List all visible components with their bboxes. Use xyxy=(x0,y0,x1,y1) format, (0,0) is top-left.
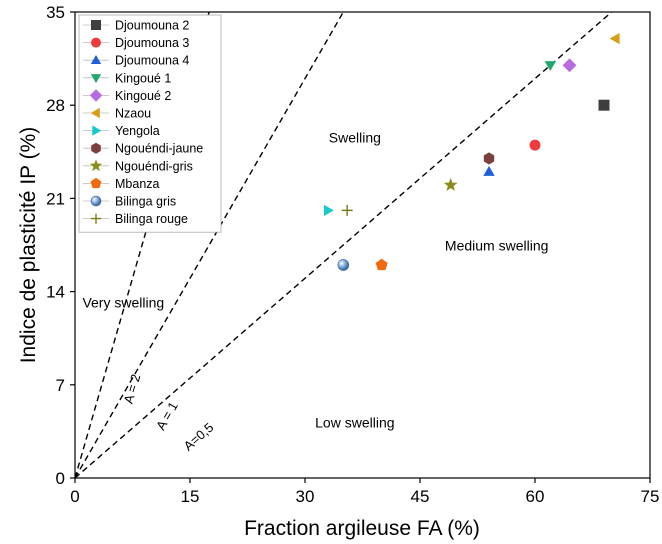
legend-label: Djoumouna 4 xyxy=(115,54,189,68)
legend-marker xyxy=(91,20,101,30)
y-tick-label: 28 xyxy=(46,96,65,115)
region-label: Low swelling xyxy=(315,414,394,430)
data-point xyxy=(483,166,495,176)
legend-label: Bilinga rouge xyxy=(115,212,188,226)
plot-frame xyxy=(74,11,651,479)
line-labels: A = 2 A = 1A=0,5 xyxy=(121,372,217,453)
legend-label: Mbanza xyxy=(115,177,160,191)
axes xyxy=(70,11,651,483)
legend-marker xyxy=(91,213,101,224)
y-axis-title: Indice de plasticité IP (%) xyxy=(17,127,40,364)
legend-marker xyxy=(90,107,100,119)
y-tick-label: 0 xyxy=(56,469,65,488)
legend-label: Kingoué 1 xyxy=(115,71,171,85)
legend-label: Ngouéndi-gris xyxy=(115,159,193,173)
x-tick-label: 0 xyxy=(70,487,79,506)
x-tick-label: 60 xyxy=(526,487,545,506)
x-axis-title: Fraction argileuse FA (%) xyxy=(244,517,480,540)
reference-line-label: A=0,5 xyxy=(181,420,217,454)
region-label: Very swelling xyxy=(82,295,164,311)
legend-marker xyxy=(90,177,102,189)
legend-label: Bilinga gris xyxy=(115,195,176,209)
region-labels: Very swelling Swelling Medium swelling Low … xyxy=(82,129,548,430)
legend-marker xyxy=(92,125,102,136)
region-label: Medium swelling xyxy=(445,237,548,253)
tick-labels: 0 15 30 45 60 75 0 7 14 21 28 35 xyxy=(46,3,659,506)
legend-label: Yengola xyxy=(115,124,160,138)
legend-marker xyxy=(89,159,103,172)
legend-marker xyxy=(90,74,102,84)
legend-marker xyxy=(91,142,101,154)
x-tick-label: 45 xyxy=(411,487,430,506)
legend-label: Djoumouna 2 xyxy=(115,19,189,33)
y-tick-label: 7 xyxy=(56,376,65,395)
data-point xyxy=(562,58,577,73)
legend-box xyxy=(78,14,222,233)
data-point xyxy=(375,258,388,271)
x-tick-label: 15 xyxy=(181,487,200,506)
data-points xyxy=(323,32,620,271)
data-point xyxy=(341,204,353,216)
data-point xyxy=(609,32,620,45)
y-tick-label: 21 xyxy=(46,189,65,208)
data-point xyxy=(529,139,541,151)
x-tick-label: 30 xyxy=(296,487,315,506)
legend: Djoumouna 2 Djoumouna 3 Djoumouna 4 Kingoué… xyxy=(78,14,222,233)
y-tick-label: 14 xyxy=(46,283,65,302)
data-point xyxy=(598,99,610,111)
legend-marker xyxy=(89,89,103,102)
legend-label: Kingoué 2 xyxy=(115,89,171,103)
data-point xyxy=(323,204,334,217)
reference-line-label: A = 1 xyxy=(153,399,181,432)
data-point xyxy=(483,152,495,165)
legend-marker xyxy=(90,55,102,64)
x-tick-label: 75 xyxy=(641,487,660,506)
data-point xyxy=(337,259,350,271)
reference-line xyxy=(75,12,613,478)
legend-label: Djoumouna 3 xyxy=(115,36,189,50)
legend-marker xyxy=(90,195,102,207)
legend-marker xyxy=(91,37,101,48)
y-tick-label: 35 xyxy=(46,3,65,22)
data-point xyxy=(544,61,556,71)
region-label: Swelling xyxy=(329,129,381,145)
legend-label: Nzaou xyxy=(115,107,151,121)
legend-label: Ngouéndi-jaune xyxy=(115,142,203,156)
reference-line-label: A = 2 xyxy=(121,372,144,405)
data-point xyxy=(443,177,458,191)
